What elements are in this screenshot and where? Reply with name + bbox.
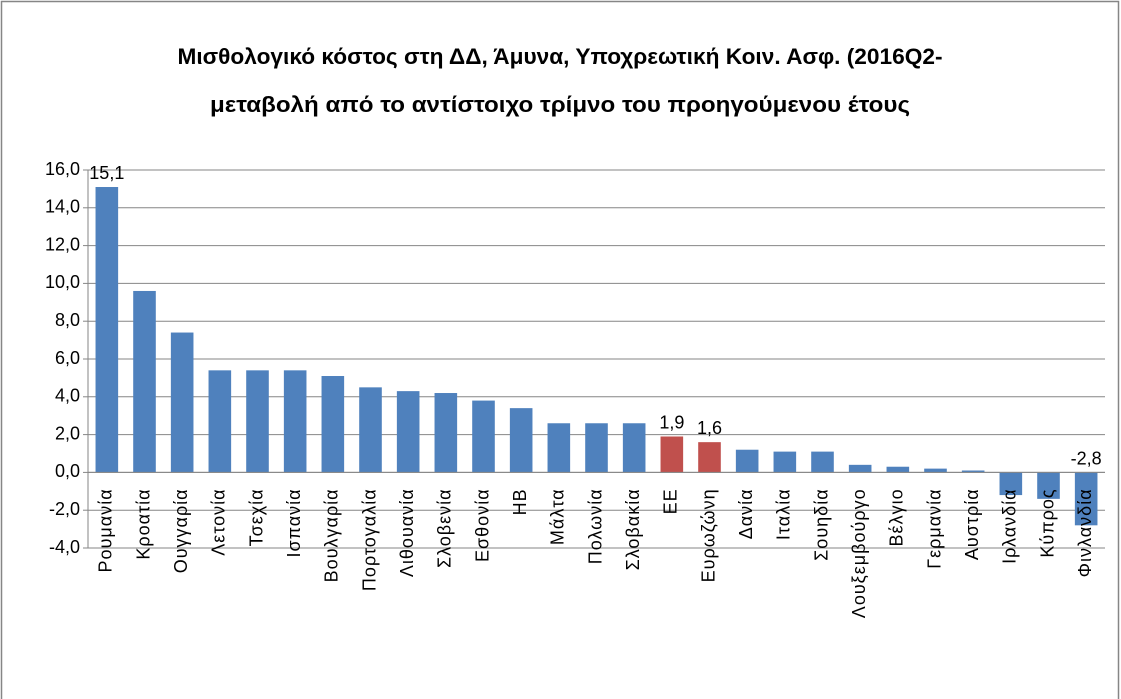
x-tick-label: Κύπρος (1037, 488, 1057, 557)
bar (999, 472, 1023, 496)
x-tick-label: Ισπανία (284, 488, 304, 557)
bar (133, 290, 156, 473)
y-tick-label: 8,0 (55, 310, 80, 330)
bar (509, 408, 533, 473)
bar (1037, 472, 1060, 499)
x-tick-label: Ιρλανδία (1000, 488, 1020, 563)
x-tick-label: Ρουμανία (96, 488, 116, 572)
x-tick-label: Φινλανδία (1075, 488, 1095, 577)
bar (472, 400, 495, 473)
bar (698, 442, 721, 473)
bar (396, 391, 420, 473)
bar (848, 464, 872, 473)
value-label: 1,9 (659, 412, 684, 432)
x-tick-label: Κροατία (133, 488, 153, 559)
x-tick-label: Τσεχία (246, 488, 266, 546)
bar (170, 332, 194, 473)
value-label: 1,6 (697, 418, 722, 438)
y-tick-label: 12,0 (45, 234, 80, 254)
y-tick-label: 6,0 (55, 348, 80, 368)
y-tick-label: -4,0 (49, 537, 80, 557)
x-tick-label: Βέλγιο (887, 488, 907, 546)
bar (321, 376, 345, 473)
y-tick-label: 0,0 (55, 461, 80, 481)
x-tick-label: Αυστρία (962, 488, 982, 560)
x-tick-label: Βουλγαρία (322, 488, 342, 582)
bar (924, 468, 947, 473)
y-tick-label: 10,0 (45, 272, 80, 292)
x-tick-label: Ουγγαρία (171, 488, 191, 573)
x-tick-label: ΗΒ (510, 488, 530, 515)
x-tick-label: ΕΕ (661, 488, 681, 514)
bar (246, 370, 269, 473)
x-tick-label: Πολωνία (585, 488, 605, 564)
bar (547, 423, 571, 473)
x-tick-label: Λετονία (209, 488, 229, 555)
x-tick-label: Δανία (736, 488, 756, 539)
chart-title: Μισθολογικό κόστος στη ΔΔ, Άμυνα, Υποχρε… (178, 44, 943, 69)
x-tick-label: Σλοβενία (435, 488, 455, 568)
value-label: 15,1 (89, 163, 124, 183)
y-tick-label: 2,0 (55, 423, 80, 443)
bar (585, 423, 608, 473)
y-tick-label: 16,0 (45, 159, 80, 179)
bar (208, 370, 232, 473)
x-tick-label: Σλοβακία (623, 488, 643, 570)
bar (622, 423, 646, 473)
x-tick-label: Πορτογαλία (359, 488, 379, 591)
bar (95, 187, 119, 473)
bar (359, 387, 382, 473)
x-tick-label: Ιταλία (774, 488, 794, 540)
value-label: -2,8 (1071, 448, 1102, 468)
x-tick-label: Λουξεμβούργο (849, 488, 869, 618)
x-tick-label: Λιθουανία (397, 488, 417, 577)
bar (660, 436, 684, 473)
y-tick-label: 4,0 (55, 386, 80, 406)
y-tick-label: -2,0 (49, 499, 80, 519)
bar (961, 470, 985, 473)
bar (735, 449, 759, 473)
y-tick-label: 14,0 (45, 197, 80, 217)
x-tick-label: Μάλτα (548, 488, 568, 545)
x-tick-label: Γερμανία (924, 488, 944, 568)
x-tick-label: Εσθονία (472, 488, 492, 562)
x-tick-label: Σουηδία (811, 488, 831, 560)
x-tick-label: Ευρωζώνη (698, 488, 718, 582)
bar (434, 393, 458, 473)
bar (1074, 472, 1098, 526)
bar (283, 370, 307, 473)
chart-title: μεταβολή από το αντίστοιχο τρίμνο του πρ… (210, 92, 910, 117)
bar (811, 451, 834, 473)
bar (886, 466, 910, 473)
bar (773, 451, 797, 473)
